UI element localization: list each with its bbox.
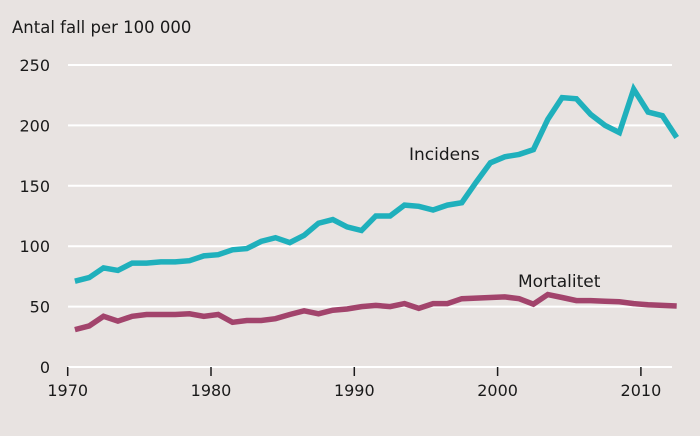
x-axis: 1970 1980 1990 2000 2010 — [47, 367, 661, 400]
series-line-incidens — [74, 82, 679, 284]
series-label-incidens: Incidens — [409, 145, 480, 165]
x-tick-label: 2000 — [477, 381, 518, 400]
x-tick-label: 1980 — [191, 381, 232, 400]
y-tick-label: 150 — [19, 177, 50, 196]
x-tick-label: 1970 — [47, 381, 88, 400]
y-axis: 0 50 100 150 200 250 — [19, 56, 50, 377]
series-label-mortalitet: Mortalitet — [518, 272, 601, 292]
x-tick-label: 1990 — [334, 381, 375, 400]
y-tick-label: 250 — [19, 56, 50, 75]
y-axis-title: Antal fall per 100 000 — [12, 18, 191, 37]
y-tick-label: 200 — [19, 116, 50, 135]
y-tick-label: 100 — [19, 237, 50, 256]
series — [74, 82, 679, 333]
x-tick-label: 2010 — [621, 381, 662, 400]
gridlines — [68, 64, 672, 368]
y-tick-label: 0 — [40, 358, 50, 377]
y-tick-label: 50 — [30, 298, 50, 317]
series-line-mortalitet — [74, 291, 677, 333]
